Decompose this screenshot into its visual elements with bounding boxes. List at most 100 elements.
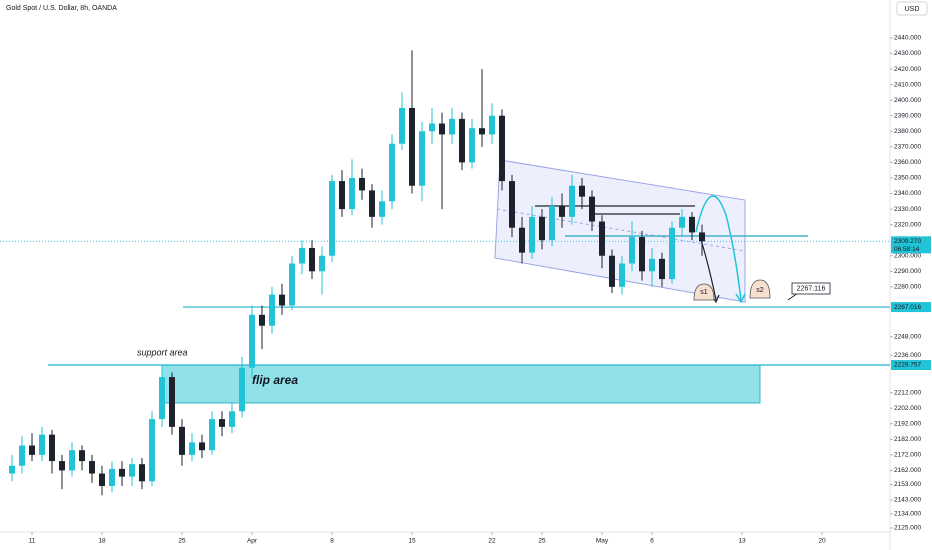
candle-body <box>129 464 135 477</box>
x-tick-label: 6 <box>650 538 654 545</box>
y-tick-label: 2370.000 <box>894 144 921 151</box>
candle-body <box>639 237 645 272</box>
candle-body <box>299 247 305 264</box>
candle-body <box>349 177 355 210</box>
candle-body <box>479 128 485 135</box>
candle-body <box>39 434 45 455</box>
candle-body <box>629 237 635 264</box>
currency-button[interactable] <box>896 1 928 16</box>
currency-label[interactable]: USD <box>905 6 920 13</box>
callout-text: 2267.116 <box>797 285 826 292</box>
y-tick-label: 2430.000 <box>894 50 921 57</box>
x-tick-label: 8 <box>330 538 334 545</box>
x-tick-label: 15 <box>408 538 416 545</box>
arrow-path <box>695 195 742 301</box>
candle-body <box>579 185 585 197</box>
candle-body <box>679 216 685 228</box>
y-tick-label: 2320.000 <box>894 221 921 228</box>
x-tick-label: 22 <box>488 538 496 545</box>
candle-body <box>659 258 665 280</box>
level-price-label: 2267.016 <box>894 304 921 311</box>
countdown-label: 06:58:14 <box>894 246 920 253</box>
candle-body <box>29 445 35 455</box>
candle-body <box>509 181 515 228</box>
y-tick-label: 2410.000 <box>894 81 921 88</box>
y-tick-label: 2125.000 <box>894 525 921 532</box>
x-tick-label: 25 <box>178 538 186 545</box>
y-tick-label: 2420.000 <box>894 66 921 73</box>
candle-body <box>279 294 285 306</box>
x-tick-label: Apr <box>247 538 258 545</box>
candle-body <box>609 255 615 287</box>
y-tick-label: 2400.000 <box>894 97 921 104</box>
candle-body <box>459 118 465 163</box>
candle-body <box>409 107 415 186</box>
candle-body <box>449 118 455 135</box>
y-tick-label: 2172.000 <box>894 452 921 459</box>
x-tick-label: 25 <box>538 538 546 545</box>
s2-label: s2 <box>756 287 764 294</box>
candle-body <box>429 123 435 132</box>
candle-body <box>539 216 545 241</box>
level-price-box <box>891 360 931 371</box>
x-tick-label: 20 <box>818 538 826 545</box>
candle-body <box>109 468 115 486</box>
last-price-box <box>891 236 931 254</box>
support-label: support area <box>137 347 188 357</box>
y-tick-label: 2236.000 <box>894 352 921 359</box>
y-tick-label: 2380.000 <box>894 128 921 135</box>
candle-body <box>599 221 605 256</box>
y-tick-label: 2440.000 <box>894 35 921 42</box>
candle-body <box>319 255 325 272</box>
candle-body <box>419 131 425 186</box>
candle-body <box>209 419 215 451</box>
candle-body <box>589 196 595 222</box>
y-tick-label: 2330.000 <box>894 206 921 213</box>
candle-body <box>689 216 695 233</box>
x-tick-label: 11 <box>29 538 36 545</box>
candle-body <box>439 123 445 135</box>
candle-body <box>469 128 475 163</box>
y-tick-label: 2182.000 <box>894 436 921 443</box>
candle-body <box>249 314 255 368</box>
candle-body <box>379 201 385 217</box>
candle-body <box>619 263 625 287</box>
candle-body <box>139 464 145 482</box>
candle-body <box>59 461 65 471</box>
channel <box>494 159 746 303</box>
candle-body <box>19 445 25 466</box>
candle-body <box>559 205 565 217</box>
x-tick-label: 18 <box>98 538 106 545</box>
candle-body <box>269 294 275 326</box>
candle-body <box>519 227 525 253</box>
candle-body <box>179 426 185 455</box>
candle-body <box>159 377 165 420</box>
candle-body <box>149 419 155 482</box>
y-tick-label: 2143.000 <box>894 497 921 504</box>
candle-body <box>99 473 105 486</box>
candle-body <box>569 185 575 217</box>
candle-body <box>489 115 495 135</box>
flip-label: flip area <box>252 373 298 387</box>
last-price-label: 2309.270 <box>894 238 921 245</box>
candle-body <box>119 468 125 477</box>
candle-body <box>89 461 95 474</box>
callout-box <box>791 282 831 295</box>
y-tick-label: 2350.000 <box>894 175 921 182</box>
candle-body <box>549 205 555 241</box>
y-tick-label: 2192.000 <box>894 420 921 427</box>
candle-body <box>529 216 535 253</box>
y-tick-label: 2360.000 <box>894 159 921 166</box>
candle-body <box>9 465 15 474</box>
candle-body <box>669 227 675 280</box>
candle-body <box>329 181 335 256</box>
candle-body <box>359 177 365 191</box>
y-tick-label: 2202.000 <box>894 405 921 412</box>
candle-body <box>219 419 225 427</box>
candle-body <box>79 450 85 462</box>
y-tick-label: 2162.000 <box>894 467 921 474</box>
y-tick-label: 2248.000 <box>894 333 921 340</box>
candle-body <box>399 107 405 144</box>
chart-title: Gold Spot / U.S. Dollar, 8h, OANDA <box>6 5 117 12</box>
